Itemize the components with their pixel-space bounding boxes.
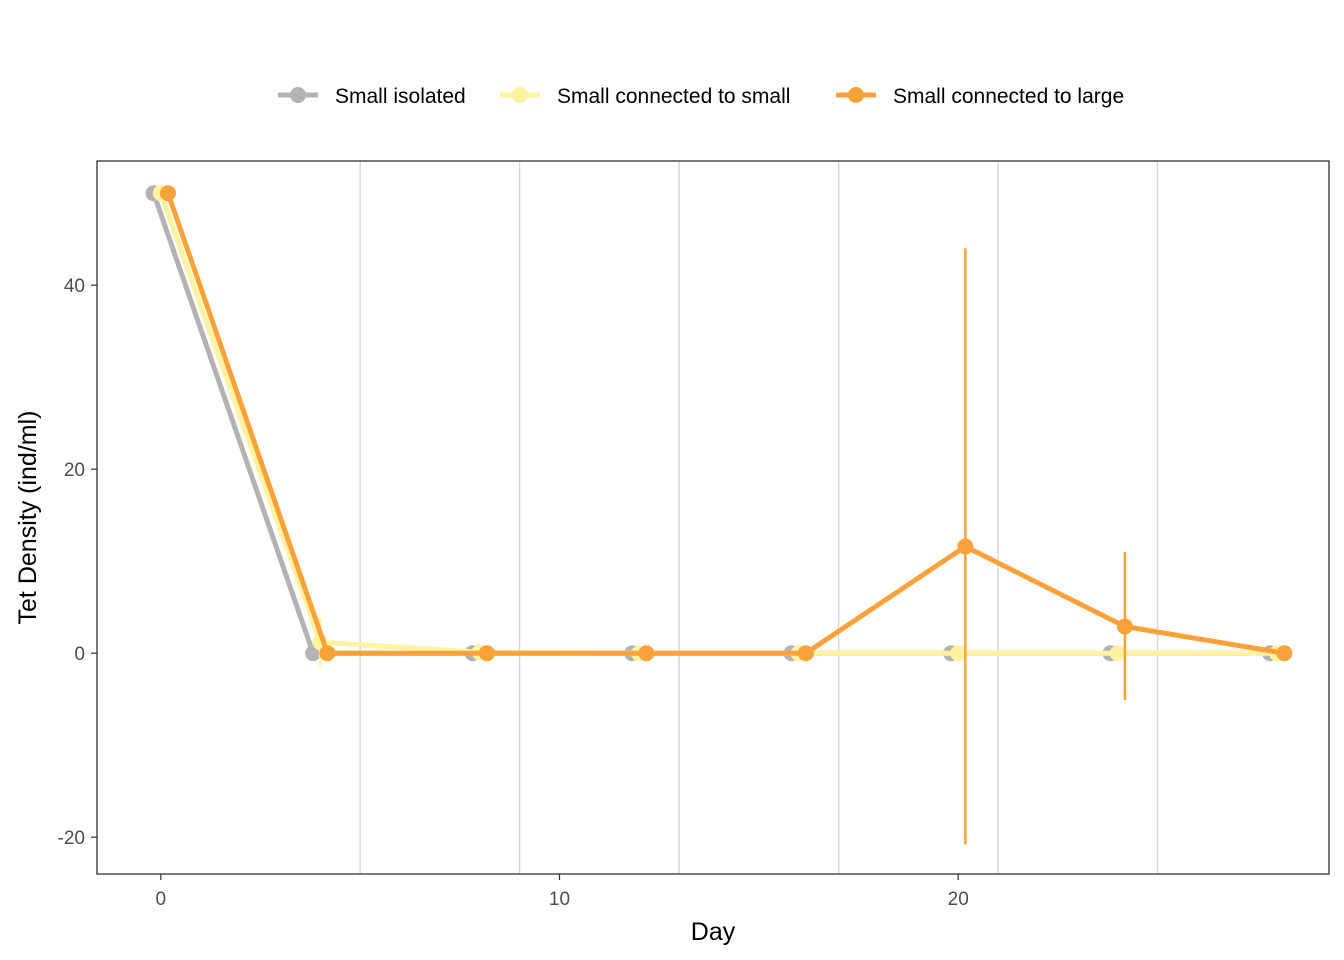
y-tick-label: 20 bbox=[64, 460, 85, 481]
data-point bbox=[1276, 645, 1293, 662]
legend-key-point bbox=[848, 87, 864, 103]
legend-label: Small isolated bbox=[335, 85, 466, 108]
data-point bbox=[1109, 645, 1126, 662]
x-tick-label: 0 bbox=[156, 889, 167, 910]
data-point bbox=[797, 645, 814, 662]
series-2 bbox=[159, 185, 1293, 845]
legend-item: Small isolated bbox=[278, 85, 466, 108]
series-layer bbox=[145, 185, 1293, 845]
axes: 0 10 20 -20 0 20 40 bbox=[58, 276, 969, 910]
legend-label: Small connected to large bbox=[893, 85, 1124, 108]
legend: Small isolated Small connected to small Sm… bbox=[278, 85, 1124, 108]
plot-panel-border bbox=[96, 160, 1330, 875]
data-point bbox=[478, 645, 495, 662]
legend-key-point bbox=[512, 87, 528, 103]
legend-item: Small connected to large bbox=[836, 85, 1124, 108]
y-tick-label: 0 bbox=[74, 644, 85, 665]
legend-item: Small connected to small bbox=[500, 85, 790, 108]
x-tick-label: 10 bbox=[549, 889, 570, 910]
series-line bbox=[165, 192, 1285, 656]
legend-key-point bbox=[290, 87, 306, 103]
data-point bbox=[159, 185, 176, 202]
legend-label: Small connected to small bbox=[557, 85, 790, 108]
y-tick-label: -20 bbox=[58, 828, 85, 849]
y-tick-label: 40 bbox=[64, 276, 85, 297]
data-point bbox=[638, 645, 655, 662]
data-point bbox=[950, 645, 967, 662]
x-tick-label: 20 bbox=[948, 889, 969, 910]
data-point bbox=[957, 538, 974, 555]
y-axis-title: Tet Density (ind/ml) bbox=[14, 411, 42, 625]
data-point bbox=[1116, 618, 1133, 635]
x-axis-title: Day bbox=[691, 918, 736, 946]
data-point bbox=[319, 645, 336, 662]
gridlines bbox=[359, 161, 1159, 874]
